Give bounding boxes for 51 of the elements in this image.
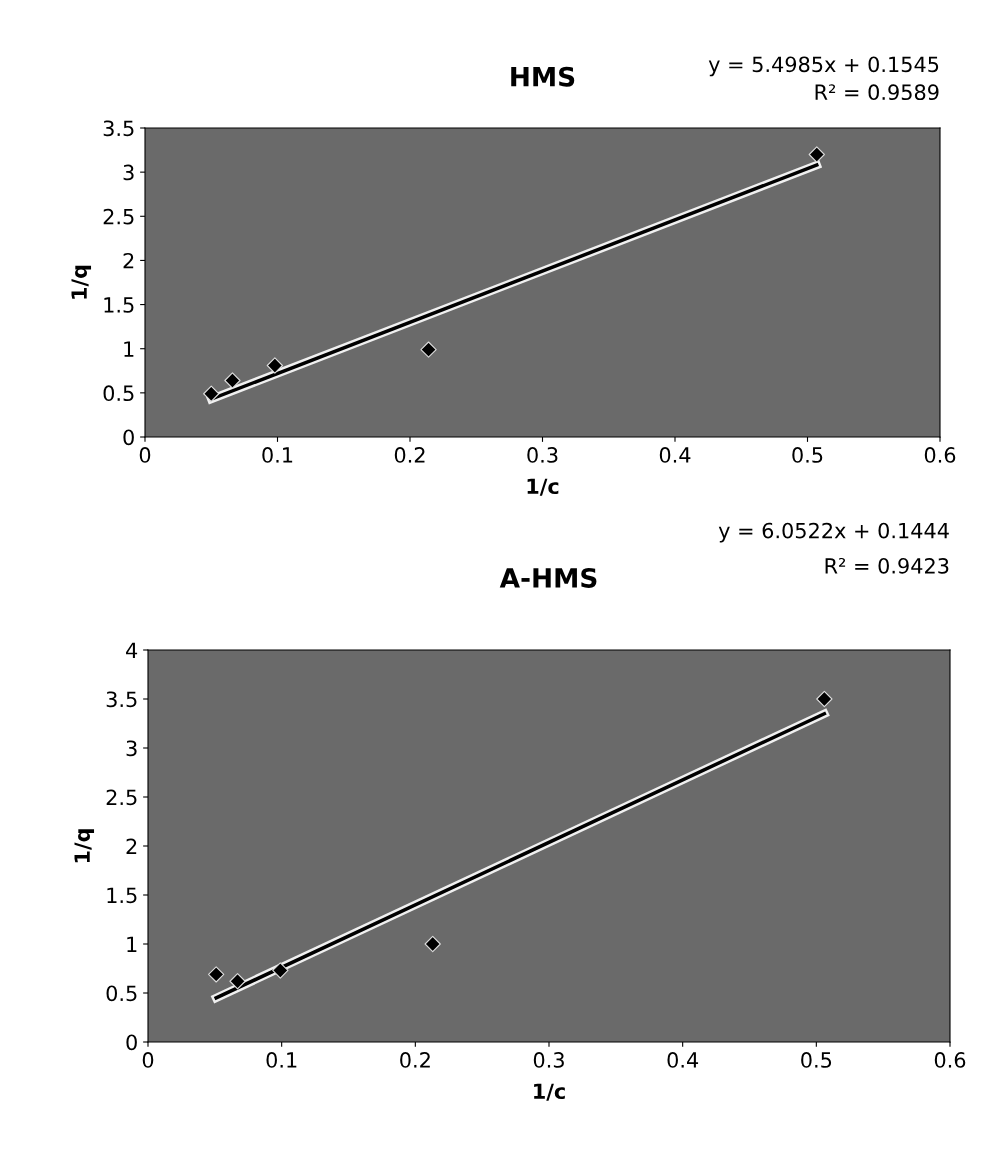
point xyxy=(808,146,825,163)
y-tick-label: 3 xyxy=(123,164,134,181)
point xyxy=(224,372,241,389)
y-tick-label: 3.5 xyxy=(106,691,137,708)
x-tick-label: 0 xyxy=(139,447,151,463)
chart-title: HMS xyxy=(511,66,575,87)
x-tick-label: 0.5 xyxy=(801,1052,832,1068)
point xyxy=(424,935,441,953)
y-tick-label: 1.5 xyxy=(107,887,137,904)
point xyxy=(420,341,437,358)
text: y = 5.4985x + 0.1545 xyxy=(708,56,939,77)
x-tick-label: 0.3 xyxy=(533,1052,564,1068)
y-tick-label: 1 xyxy=(127,936,137,952)
x-tick-label: 0.1 xyxy=(266,1052,297,1068)
text: y = 6.0522x + 0.1444 xyxy=(718,522,949,543)
point xyxy=(816,690,833,708)
y-axis-title: 1/q xyxy=(74,829,95,863)
y-axis-title: 1/q xyxy=(71,265,92,299)
x-tick-label: 0.2 xyxy=(394,447,425,463)
y-tick-label: 2.5 xyxy=(106,789,137,806)
y-tick-label: 2.5 xyxy=(103,208,134,225)
x-tick-label: 0.6 xyxy=(934,1052,966,1068)
x-tick-label: 0.4 xyxy=(659,447,691,463)
point xyxy=(208,966,225,983)
y-tick-label: 0.5 xyxy=(106,985,137,1002)
y-tick-label: 3 xyxy=(126,740,137,757)
y-tick-label: 0.5 xyxy=(103,385,134,402)
y-tick-label: 0 xyxy=(123,429,134,446)
y-tick-label: 3.5 xyxy=(103,120,134,137)
point xyxy=(272,962,289,979)
text: R² = 0.9423 xyxy=(825,557,949,574)
y-tick-label: 2 xyxy=(123,252,134,269)
x-tick-label: 0.4 xyxy=(667,1052,699,1068)
x-tick-label: 0.3 xyxy=(527,447,558,463)
y-tick-label: 0 xyxy=(126,1034,137,1051)
y-tick-label: 1 xyxy=(124,341,134,357)
x-axis-title: 1/c xyxy=(534,1083,565,1101)
text: R² = 0.9589 xyxy=(815,84,939,101)
chart-title: A-HMS xyxy=(499,567,597,588)
x-tick-label: 0.5 xyxy=(792,447,823,463)
x-axis-title: 1/c xyxy=(527,478,559,496)
x-tick-label: 0 xyxy=(142,1052,154,1068)
point xyxy=(229,973,246,990)
y-tick-label: 2 xyxy=(126,838,137,854)
point xyxy=(266,357,284,374)
point xyxy=(203,385,220,402)
x-tick-label: 0.2 xyxy=(400,1052,430,1068)
y-tick-label: 1.5 xyxy=(104,297,134,313)
x-tick-label: 0.6 xyxy=(924,447,956,463)
y-tick-label: 4 xyxy=(126,642,138,658)
x-tick-label: 0.1 xyxy=(262,447,293,463)
